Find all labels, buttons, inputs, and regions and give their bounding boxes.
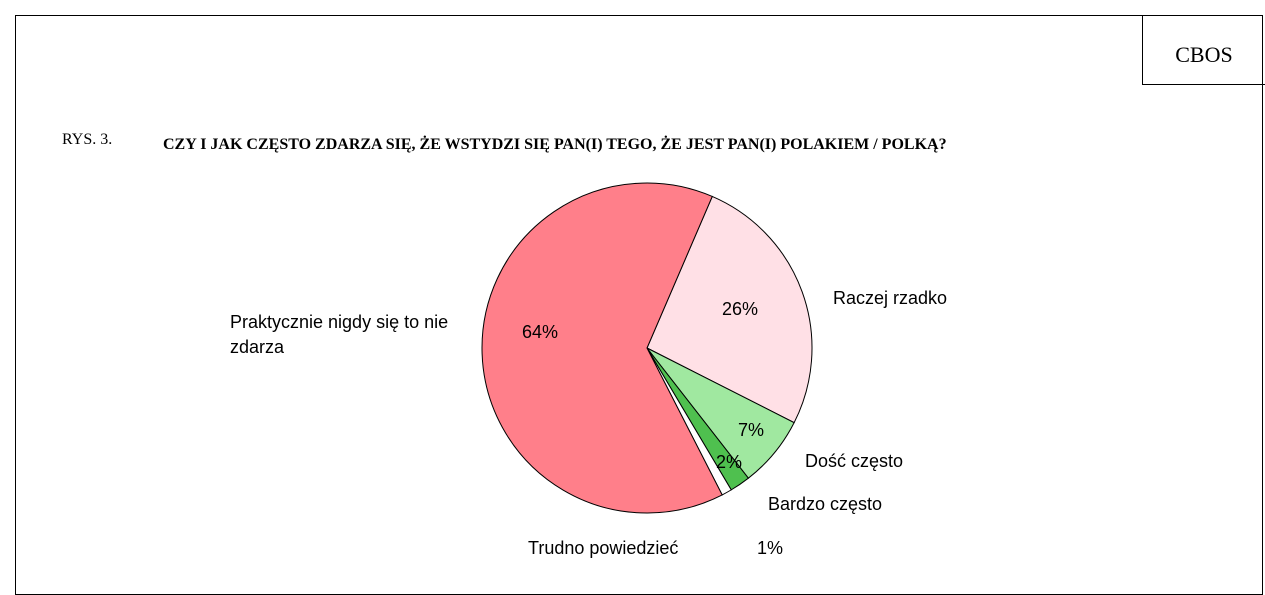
- figure-number: RYS. 3.: [62, 131, 113, 148]
- category-label: Trudno powiedzieć: [528, 538, 679, 558]
- value-label: 1%: [757, 538, 784, 558]
- brand: CBOS: [1142, 15, 1265, 85]
- category-label: Bardzo często: [768, 494, 883, 514]
- value-label: 2%: [716, 452, 743, 472]
- value-label: 64%: [522, 322, 559, 342]
- value-label: 26%: [722, 299, 759, 319]
- category-label: Praktycznie nigdy się to nie zdarza: [230, 312, 449, 357]
- chart-title: CZY I JAK CZĘSTO ZDARZA SIĘ, ŻE WSTYDZI …: [163, 136, 947, 153]
- category-label: Raczej rzadko: [833, 288, 948, 308]
- category-label: Dość często: [805, 451, 904, 471]
- value-label: 7%: [738, 420, 765, 440]
- pie-slice: [481, 182, 723, 514]
